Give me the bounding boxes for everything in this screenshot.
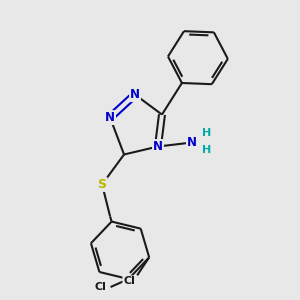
Text: N: N (130, 88, 140, 101)
Text: N: N (187, 136, 197, 149)
Text: Cl: Cl (123, 276, 135, 286)
Text: N: N (105, 111, 115, 124)
Text: H: H (202, 146, 211, 155)
Text: H: H (202, 128, 211, 137)
Text: N: N (153, 140, 163, 153)
Text: S: S (98, 178, 106, 191)
Text: Cl: Cl (94, 282, 106, 292)
